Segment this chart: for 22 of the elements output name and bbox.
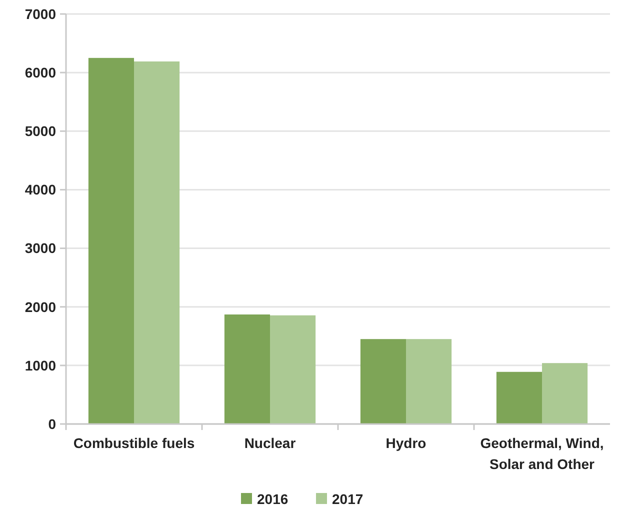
y-tick-label: 7000 (24, 6, 56, 22)
y-tick-label: 3000 (24, 240, 56, 256)
bar (542, 363, 588, 424)
y-tick-label: 4000 (24, 182, 56, 198)
x-tick-label: Nuclear (244, 435, 296, 451)
y-tick-label: 5000 (24, 123, 56, 140)
bar (224, 314, 270, 424)
y-tick-label: 2000 (24, 298, 56, 315)
legend-label: 2017 (332, 491, 364, 507)
y-tick-label: 1000 (24, 357, 56, 374)
bar (406, 339, 452, 424)
x-tick-label: Geothermal, Wind, Solar and Other (480, 435, 604, 472)
y-tick-label: 0 (48, 416, 56, 432)
y-tick-label: 6000 (24, 64, 56, 80)
x-tick-label: Combustible fuels (73, 435, 195, 451)
bar (360, 339, 406, 424)
bar (270, 315, 316, 424)
bar (496, 372, 542, 424)
bar (88, 58, 134, 424)
bar (134, 61, 180, 424)
x-tick-label: Hydro (386, 435, 426, 451)
legend-label: 2016 (257, 491, 288, 507)
